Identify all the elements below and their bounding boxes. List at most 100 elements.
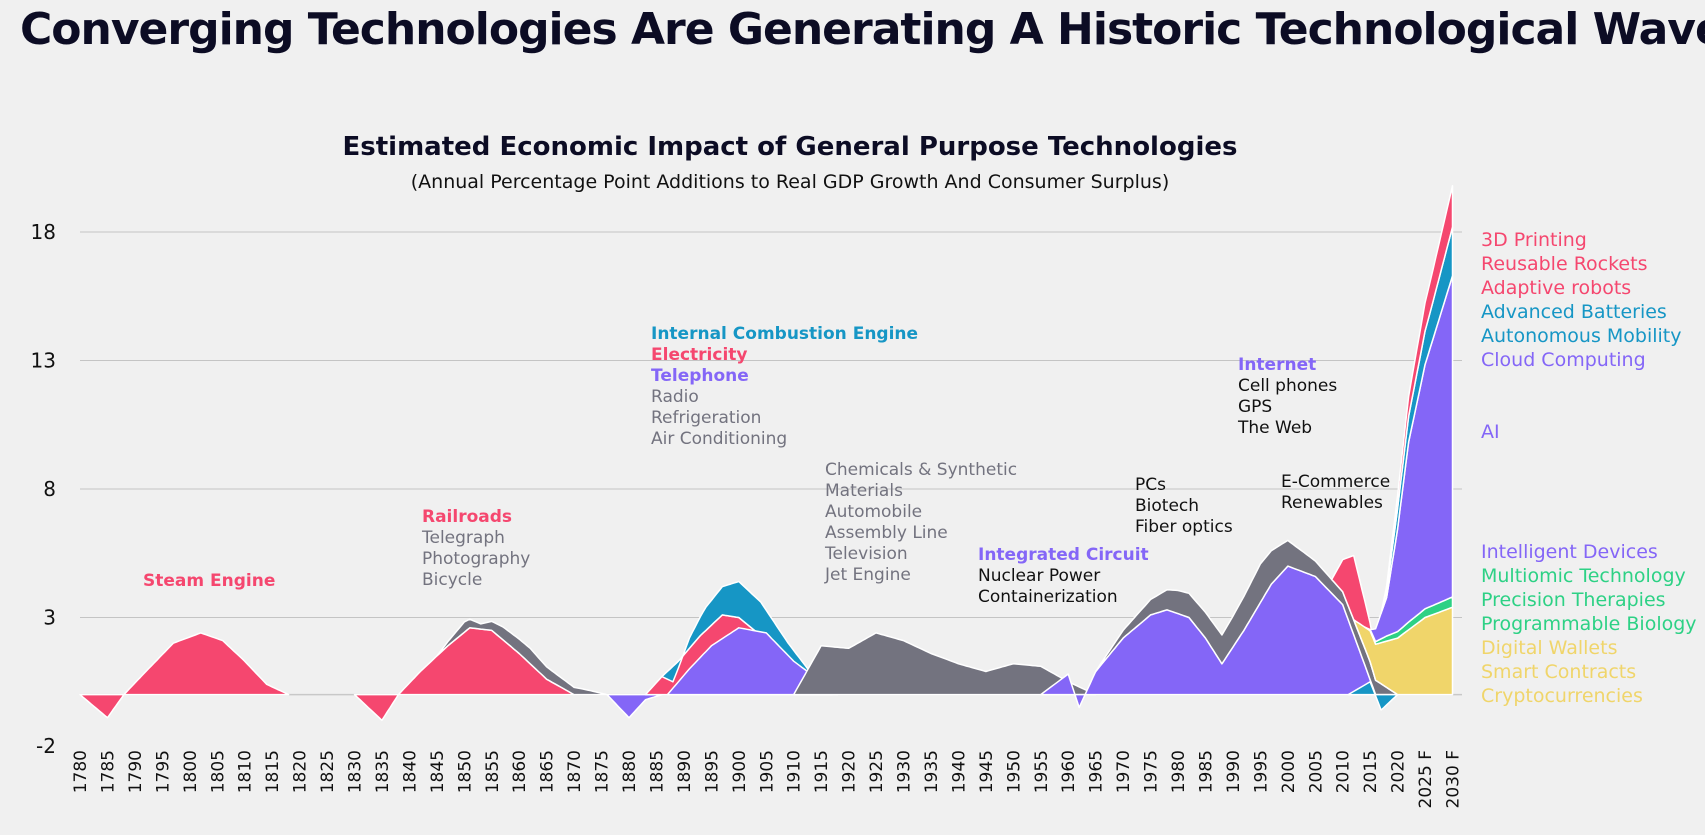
x-tick-label: 1795 (153, 750, 173, 793)
x-tick-label: 1995 (1251, 750, 1271, 793)
legend-entry: Digital Wallets (1481, 637, 1617, 659)
legend-entry: Autonomous Mobility (1481, 325, 1682, 347)
annotation-label: Telephone (651, 366, 749, 386)
x-tick-label: 1960 (1059, 750, 1079, 793)
x-tick-label: 2010 (1334, 750, 1354, 793)
chart-subtitle: (Annual Percentage Point Additions to Re… (410, 171, 1170, 193)
annotation-label: E-Commerce (1281, 472, 1390, 492)
annotation-label: Photography (422, 549, 530, 569)
legend-entry: Reusable Rockets (1481, 253, 1647, 275)
x-tick-label: 1915 (812, 750, 832, 793)
annotation-label: GPS (1238, 397, 1272, 417)
y-tick-label: 13 (31, 349, 56, 373)
x-tick-label: 2000 (1279, 750, 1299, 793)
annotation-label: Automobile (825, 502, 922, 522)
x-tick-label: 2005 (1306, 750, 1326, 793)
x-tick-label: 1820 (291, 750, 311, 793)
x-tick-label: 1885 (647, 750, 667, 793)
legend-entry: Cloud Computing (1481, 349, 1646, 371)
annotation-label: Integrated Circuit (978, 545, 1149, 565)
x-tick-label: 1810 (236, 750, 256, 793)
annotation-label: Bicycle (422, 570, 482, 590)
x-tick-label: 1780 (71, 750, 91, 793)
x-tick-label: 1825 (318, 750, 338, 793)
x-tick-label: 1870 (565, 750, 585, 793)
annotation-label: Renewables (1281, 493, 1383, 513)
x-tick-label: 1980 (1169, 750, 1189, 793)
x-tick-label: 1880 (620, 750, 640, 793)
area-series-0 (79, 632, 290, 719)
x-tick-label: 1975 (1142, 750, 1162, 793)
x-tick-label: 2030 F (1444, 750, 1464, 808)
legend-entry: Cryptocurrencies (1481, 685, 1643, 707)
y-tick-label: -2 (36, 734, 56, 758)
legend-entry: Intelligent Devices (1481, 541, 1658, 563)
area-series-3 (606, 693, 663, 719)
x-tick-label: 1830 (346, 750, 366, 793)
x-tick-label: 1805 (208, 750, 228, 793)
x-tick-label: 1790 (126, 750, 146, 793)
annotation-label: The Web (1237, 418, 1312, 438)
x-tick-label: 1855 (483, 750, 503, 793)
x-tick-label: 1840 (400, 750, 420, 793)
y-tick-label: 18 (31, 220, 56, 244)
x-tick-label: 1965 (1087, 750, 1107, 793)
annotation-label: Air Conditioning (651, 429, 787, 449)
legend-entry: Adaptive robots (1481, 277, 1631, 299)
x-tick-label: 1895 (702, 750, 722, 793)
chart-title: Estimated Economic Impact of General Pur… (342, 132, 1238, 162)
x-tick-label: 1860 (510, 750, 530, 793)
annotation-label: Railroads (422, 507, 512, 527)
x-tick-label: 2020 (1389, 750, 1409, 793)
x-tick-label: 1875 (593, 750, 613, 793)
area-series-14 (1369, 274, 1454, 643)
x-tick-label: 1985 (1196, 750, 1216, 793)
x-tick-label: 1940 (949, 750, 969, 793)
annotation-label: Biotech (1135, 496, 1199, 516)
annotation-label: PCs (1135, 475, 1166, 495)
annotation-label: Refrigeration (651, 408, 761, 428)
x-tick-label: 1955 (1032, 750, 1052, 793)
x-tick-label: 1905 (757, 750, 777, 793)
x-tick-label: 1835 (373, 750, 393, 793)
annotation-label: Cell phones (1238, 376, 1337, 396)
x-tick-label: 1990 (1224, 750, 1244, 793)
legend-entry: Multiomic Technology (1481, 565, 1686, 587)
page-title: Converging Technologies Are Generating A… (20, 4, 1705, 55)
y-tick-label: 8 (43, 477, 56, 501)
x-tick-label: 1935 (922, 750, 942, 793)
x-tick-label: 1800 (181, 750, 201, 793)
legend-entry: Advanced Batteries (1481, 301, 1667, 323)
x-tick-label: 1850 (455, 750, 475, 793)
annotation-label: Internet (1238, 355, 1316, 375)
x-tick-label: 1920 (840, 750, 860, 793)
x-tick-label: 1845 (428, 750, 448, 793)
annotation-label: Television (824, 544, 908, 564)
annotation-label: Telegraph (421, 528, 505, 548)
x-tick-label: 1865 (538, 750, 558, 793)
annotation-label: Jet Engine (824, 565, 911, 585)
annotation-label: Fiber optics (1135, 517, 1233, 537)
annotation-label: Steam Engine (143, 571, 275, 591)
annotation-label: Containerization (978, 587, 1118, 607)
annotation-label: Assembly Line (825, 523, 948, 543)
x-tick-label: 1970 (1114, 750, 1134, 793)
annotation-label: Electricity (651, 345, 748, 365)
x-tick-label: 1950 (1004, 750, 1024, 793)
x-tick-label: 1945 (977, 750, 997, 793)
x-tick-label: 1925 (867, 750, 887, 793)
x-tick-label: 2015 (1361, 750, 1381, 793)
area-series-16 (1380, 184, 1454, 614)
x-tick-label: 2025 F (1416, 750, 1436, 808)
x-tick-label: 1785 (98, 750, 118, 793)
area-series-7 (792, 632, 1097, 696)
legend-entry: Precision Therapies (1481, 589, 1666, 611)
legend-entry: AI (1481, 421, 1500, 443)
legend-entry: Smart Contracts (1481, 661, 1636, 683)
legend-entry: Programmable Biology (1481, 613, 1697, 635)
x-tick-label: 1815 (263, 750, 283, 793)
annotation-label: Materials (825, 481, 903, 501)
legend-entry: 3D Printing (1481, 229, 1587, 251)
x-tick-label: 1890 (675, 750, 695, 793)
